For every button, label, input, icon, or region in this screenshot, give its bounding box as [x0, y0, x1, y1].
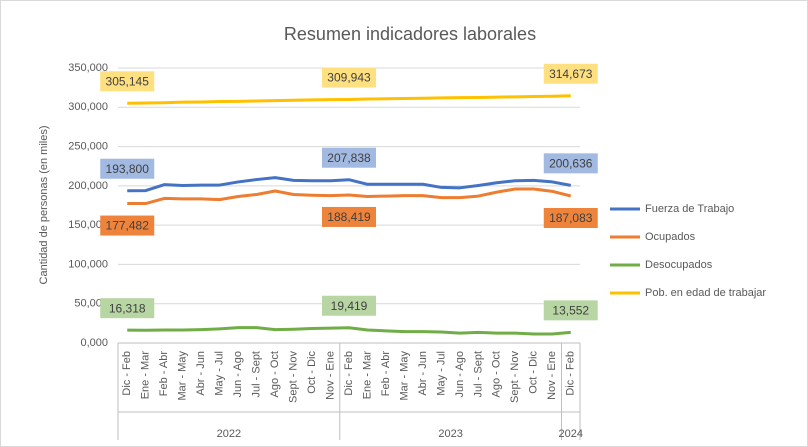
x-tick-label: Sept - Nov	[287, 351, 299, 403]
x-tick-label: Ago - Oct	[491, 351, 503, 397]
y-axis-title: Cantidad de personas (en miles)	[38, 126, 50, 285]
data-label: 187,083	[549, 211, 593, 225]
data-label: 207,838	[327, 151, 371, 165]
data-label: 305,145	[106, 74, 150, 88]
x-tick-label: Jun - Ago	[454, 351, 466, 397]
data-label-box	[543, 63, 598, 84]
x-tick-label: Abr - Jun	[195, 351, 207, 396]
data-label-box	[543, 153, 598, 174]
y-tick-label: 350,000	[68, 62, 108, 74]
data-label-box	[543, 300, 598, 321]
data-label-box	[100, 298, 155, 319]
x-tick-label: Ene - Mar	[361, 351, 373, 400]
y-tick-label: 250,000	[68, 140, 108, 152]
y-tick-label: 150,000	[68, 219, 108, 231]
x-tick-label: Jul - Sept	[251, 351, 263, 397]
group-label: 2023	[438, 428, 462, 440]
data-label-box	[100, 71, 155, 92]
data-label: 188,419	[327, 210, 371, 224]
legend-label: Fuerza de Trabajo	[645, 203, 734, 215]
data-label: 200,636	[549, 157, 593, 171]
x-tick-label: Jul - Sept	[472, 351, 484, 397]
series-line	[127, 326, 571, 336]
x-tick-label: May - Jul	[435, 351, 447, 396]
x-tick-label: Ene - Mar	[140, 351, 152, 400]
group-label: 2022	[217, 428, 241, 440]
data-label: 16,318	[109, 301, 146, 315]
series-line	[127, 176, 572, 193]
data-label-box	[322, 295, 376, 316]
x-tick-label: Dic - Feb	[121, 351, 133, 396]
x-tick-label: Oct - Dic	[528, 351, 540, 394]
legend-label: Desocupados	[645, 259, 713, 271]
y-tick-label: 300,000	[68, 101, 108, 113]
data-label: 13,552	[552, 304, 589, 318]
y-tick-label: 0,000	[80, 337, 108, 349]
data-label-box	[543, 208, 598, 229]
data-label: 177,482	[106, 219, 150, 233]
x-tick-label: Jun - Ago	[232, 351, 244, 397]
x-tick-label: Mar - May	[398, 351, 410, 401]
x-tick-label: Ago - Oct	[269, 351, 281, 397]
data-label-box	[100, 158, 155, 179]
data-label-box	[100, 215, 155, 236]
x-tick-label: Dic - Feb	[565, 351, 577, 396]
x-tick-label: Dic - Feb	[343, 351, 355, 396]
data-label-box	[322, 147, 376, 168]
y-tick-label: 200,000	[68, 180, 108, 192]
data-label-box	[322, 67, 376, 88]
x-tick-label: Mar - May	[177, 351, 189, 401]
x-tick-label: Nov - Ene	[324, 351, 336, 400]
data-label: 314,673	[549, 67, 593, 81]
legend-label: Pob. en edad de trabajar	[645, 287, 766, 299]
y-tick-label: 50,000	[74, 298, 108, 310]
data-label-box	[322, 206, 376, 227]
data-label: 309,943	[327, 71, 371, 85]
y-tick-label: 100,000	[68, 258, 108, 270]
x-tick-label: Abr - Jun	[417, 351, 429, 396]
x-tick-label: Nov - Ene	[546, 351, 558, 400]
data-label: 19,419	[331, 299, 368, 313]
chart-title: Resumen indicadores laborales	[284, 24, 536, 44]
x-tick-label: May - Jul	[214, 351, 226, 396]
x-tick-label: Sept - Nov	[509, 351, 521, 403]
series-line	[127, 187, 572, 206]
group-label: 2024	[559, 428, 583, 440]
legend-label: Ocupados	[645, 231, 696, 243]
x-tick-label: Feb - Abr	[380, 351, 392, 397]
series-line	[127, 94, 571, 105]
x-tick-label: Oct - Dic	[306, 351, 318, 394]
x-tick-label: Feb - Abr	[158, 351, 170, 397]
data-label: 193,800	[106, 162, 150, 176]
